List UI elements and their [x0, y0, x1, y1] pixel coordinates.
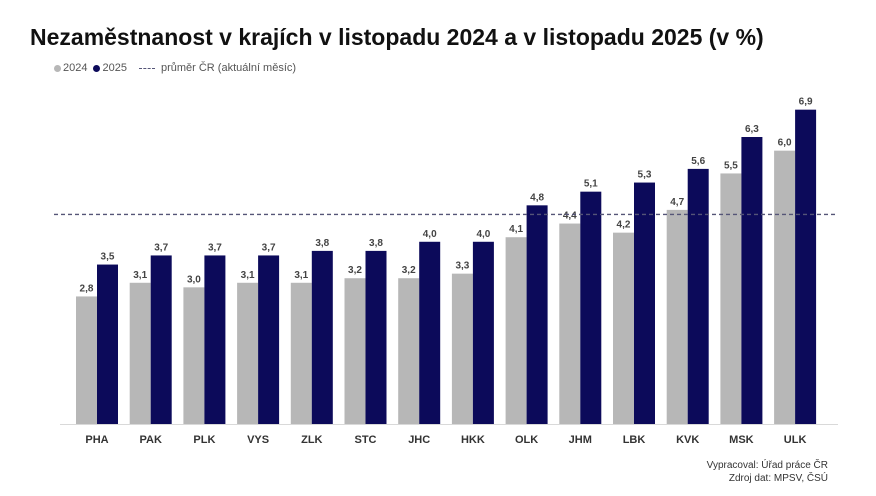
bar-2025-jhm: [580, 191, 602, 424]
data-label-2024-lbk: 4,2: [617, 220, 631, 231]
legend: 2024 2025 průměr ČR (aktuální měsíc): [54, 62, 302, 74]
data-label-2025-zlk: 3,8: [315, 238, 329, 249]
footer-prepared-by: Vypracoval: Úřad práce ČR: [706, 460, 828, 471]
x-tick-label-ulk: ULK: [784, 434, 807, 446]
legend-item-2024: 2024: [54, 62, 87, 74]
x-tick-label-msk: MSK: [729, 434, 754, 446]
bar-2025-kvk: [687, 168, 709, 424]
data-label-2024-pha: 2,8: [80, 283, 94, 294]
footer: Vypracoval: Úřad práce ČR Zdroj dat: MPS…: [707, 459, 828, 485]
data-label-2024-plk: 3,0: [187, 274, 201, 285]
data-label-2025-stc: 3,8: [369, 238, 383, 249]
chart-title: Nezaměstnanost v krajích v listopadu 202…: [30, 24, 764, 50]
data-label-2024-msk: 5,5: [724, 160, 738, 171]
data-label-2024-pak: 3,1: [133, 270, 147, 281]
x-tick-label-lbk: LBK: [623, 434, 646, 446]
bar-2025-hkk: [472, 241, 494, 424]
data-label-2025-kvk: 5,6: [691, 156, 705, 167]
legend-item-average: průměr ČR (aktuální měsíc): [133, 62, 296, 74]
bar-2024-jhc: [398, 278, 420, 424]
data-label-2025-pak: 3,7: [154, 242, 168, 253]
bar-2024-pha: [76, 296, 97, 424]
bar-2024-lbk: [613, 232, 634, 424]
data-label-2025-ulk: 6,9: [799, 97, 813, 108]
data-label-2024-ulk: 6,0: [778, 138, 792, 149]
bar-2024-zlk: [290, 282, 312, 424]
bar-2024-olk: [505, 237, 527, 424]
bar-2025-olk: [526, 205, 548, 424]
bar-2025-lbk: [634, 182, 655, 424]
legend-label-2024: 2024: [63, 62, 88, 74]
x-tick-label-kvk: KVK: [676, 434, 699, 446]
footer-source: Zdroj dat: MPSV, ČSÚ: [728, 473, 828, 484]
bar-2024-pak: [129, 282, 151, 424]
data-label-2025-plk: 3,7: [208, 242, 222, 253]
data-label-2025-jhc: 4,0: [423, 229, 437, 240]
data-label-2024-olk: 4,1: [509, 224, 523, 235]
legend-label-2025: 2025: [102, 62, 127, 74]
bar-2025-ulk: [795, 109, 817, 425]
x-tick-label-zlk: ZLK: [301, 434, 322, 446]
x-tick-label-pak: PAK: [139, 434, 161, 446]
bar-2024-vys: [237, 282, 259, 424]
bar-2025-zlk: [311, 250, 333, 424]
data-label-2024-kvk: 4,7: [670, 197, 684, 208]
legend-swatch-2025: [93, 64, 101, 72]
bar-2024-msk: [720, 173, 742, 424]
x-tick-label-vys: VYS: [247, 434, 269, 446]
data-label-2025-msk: 6,3: [745, 124, 759, 135]
data-label-2024-vys: 3,1: [241, 270, 255, 281]
legend-swatch-average: [138, 67, 155, 69]
x-tick-label-plk: PLK: [193, 434, 215, 446]
x-tick-label-pha: PHA: [85, 434, 108, 446]
x-tick-label-stc: STC: [355, 434, 377, 446]
bar-2024-plk: [183, 287, 205, 424]
data-label-2024-zlk: 3,1: [294, 270, 308, 281]
bar-2024-ulk: [774, 150, 796, 424]
bar-2025-pha: [97, 264, 118, 424]
data-label-2025-vys: 3,7: [262, 242, 276, 253]
data-label-2025-pha: 3,5: [101, 252, 115, 263]
legend-label-average: průměr ČR (aktuální měsíc): [160, 62, 297, 74]
bar-2024-hkk: [451, 273, 473, 424]
legend-item-2025: 2025: [93, 62, 127, 74]
data-label-2024-jhc: 3,2: [402, 265, 416, 276]
x-tick-label-hkk: HKK: [461, 434, 485, 446]
data-label-2024-stc: 3,2: [348, 265, 362, 276]
data-label-2025-jhm: 5,1: [584, 179, 598, 190]
data-label-2025-olk: 4,8: [530, 192, 544, 203]
bar-2025-plk: [204, 255, 226, 424]
x-tick-label-olk: OLK: [515, 434, 538, 446]
bar-2024-jhm: [559, 223, 581, 424]
data-label-2025-lbk: 5,3: [638, 170, 652, 181]
bar-2025-msk: [741, 137, 763, 424]
bar-2025-pak: [150, 255, 172, 424]
bar-2025-vys: [258, 255, 280, 424]
bar-2025-jhc: [419, 241, 441, 424]
x-tick-label-jhm: JHM: [569, 434, 592, 446]
data-label-2024-jhm: 4,4: [563, 211, 577, 222]
data-label-2024-hkk: 3,3: [455, 261, 469, 272]
bar-2024-stc: [344, 278, 366, 424]
legend-swatch-2024: [54, 64, 61, 72]
bar-2025-stc: [365, 250, 387, 424]
x-tick-label-jhc: JHC: [408, 434, 430, 446]
bar-2024-kvk: [666, 209, 688, 424]
data-label-2025-hkk: 4,0: [476, 229, 490, 240]
